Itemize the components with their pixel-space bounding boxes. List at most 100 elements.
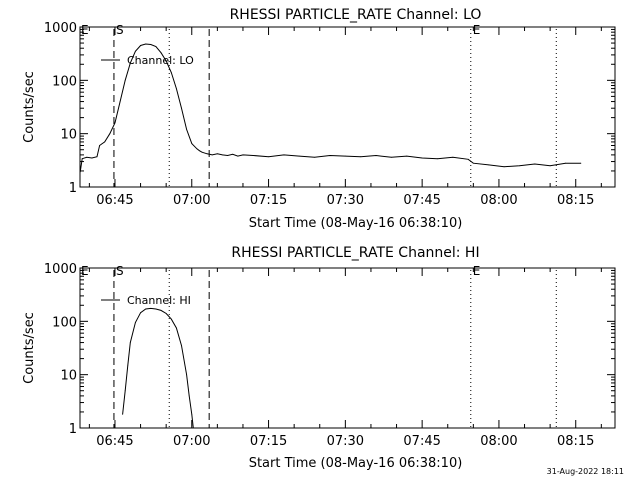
- data-point: [181, 107, 182, 109]
- data-point: [160, 52, 162, 54]
- data-point: [217, 153, 218, 155]
- data-point: [565, 162, 566, 164]
- x-tick-label: 08:15: [557, 434, 594, 449]
- data-point: [86, 156, 88, 158]
- data-point: [135, 50, 136, 52]
- y-tick-label: 10: [60, 128, 77, 143]
- data-point: [119, 101, 121, 102]
- data-point: [81, 158, 83, 160]
- data-point: [176, 88, 177, 89]
- data-point: [188, 395, 190, 397]
- data-point: [145, 43, 147, 45]
- data-point: [124, 79, 126, 81]
- x-axis-label: Start Time (08-May-16 06:38:10): [249, 456, 463, 471]
- x-axis-label: Start Time (08-May-16 06:38:10): [249, 216, 463, 231]
- data-point: [155, 308, 157, 310]
- panel-lo: RHESSI PARTICLE_RATE Channel: LO 1 10 100 10…: [22, 7, 616, 231]
- series-line-channel-hi: [122, 307, 194, 429]
- data-point: [122, 414, 123, 415]
- data-point: [129, 62, 131, 64]
- data-point: [298, 155, 300, 157]
- y-tick-label: 1: [69, 181, 77, 196]
- marker-label: E: [473, 264, 481, 278]
- data-point: [472, 162, 474, 164]
- data-point: [186, 374, 188, 376]
- data-point: [519, 165, 520, 167]
- data-point: [360, 156, 362, 158]
- data-point: [192, 427, 194, 429]
- x-tick-label: 06:45: [96, 434, 133, 449]
- marker-label-left-e: E: [81, 264, 89, 278]
- data-point: [437, 158, 438, 160]
- data-point: [155, 46, 157, 47]
- data-point: [268, 156, 269, 158]
- data-point: [252, 155, 254, 156]
- data-point: [191, 143, 193, 145]
- data-point: [170, 72, 172, 73]
- data-point: [375, 155, 377, 156]
- data-point: [211, 154, 213, 156]
- data-point: [201, 151, 203, 153]
- chart-title: RHESSI PARTICLE_RATE Channel: LO: [230, 7, 482, 23]
- y-tick-label: 100: [52, 315, 77, 330]
- data-point: [237, 155, 239, 157]
- x-tick-label: 07:30: [327, 434, 364, 449]
- data-point: [314, 156, 315, 158]
- data-point: [79, 171, 81, 173]
- x-tick-label: 07:15: [250, 434, 287, 449]
- data-point: [96, 156, 98, 158]
- data-point: [127, 364, 129, 366]
- x-tick-label: 07:00: [173, 193, 210, 208]
- data-point: [160, 310, 162, 311]
- y-axis-label: Counts/sec: [22, 312, 37, 384]
- data-point: [124, 390, 126, 392]
- y-tick-label: 1000: [44, 262, 77, 277]
- data-point: [242, 154, 244, 156]
- x-tick-label: 07:45: [403, 193, 440, 208]
- data-point: [196, 148, 198, 150]
- data-point: [99, 145, 100, 146]
- x-tick-label: 07:45: [403, 434, 440, 449]
- data-point: [114, 122, 116, 124]
- y-tick-label: 1: [69, 422, 77, 437]
- panel-hi: RHESSI PARTICLE_RATE Channel: HI 1 10 100 10…: [22, 245, 616, 471]
- data-point: [101, 143, 103, 145]
- marker-label: E: [473, 23, 481, 37]
- data-point: [145, 308, 147, 310]
- data-point: [227, 155, 229, 156]
- x-tick-label: 08:15: [557, 193, 594, 208]
- data-point: [421, 157, 423, 159]
- data-point: [283, 154, 285, 156]
- data-point: [549, 165, 551, 167]
- data-point: [232, 153, 234, 155]
- data-point: [329, 155, 331, 156]
- x-tick-label: 06:45: [96, 193, 133, 208]
- x-tick-label: 07:15: [250, 193, 287, 208]
- data-point: [165, 313, 167, 314]
- data-point: [176, 327, 177, 329]
- data-point: [222, 154, 223, 156]
- chart-title: RHESSI PARTICLE_RATE Channel: HI: [231, 245, 479, 261]
- data-point: [467, 158, 469, 160]
- data-point: [191, 414, 193, 415]
- data-point: [140, 45, 142, 46]
- data-point: [140, 312, 142, 314]
- data-point: [129, 342, 131, 343]
- data-point: [91, 157, 93, 159]
- y-tick-label: 10: [60, 369, 77, 384]
- x-tick-label: 07:00: [173, 434, 210, 449]
- marker-label-left-e: E: [81, 23, 89, 37]
- y-axis-label: Counts/sec: [22, 71, 37, 143]
- y-tick-label: 100: [52, 74, 77, 89]
- plot-frame: [79, 267, 616, 429]
- marker-label: S: [116, 264, 124, 278]
- x-tick-label: 07:30: [327, 193, 364, 208]
- data-point: [181, 345, 182, 346]
- data-point: [391, 156, 392, 158]
- data-point: [170, 318, 172, 320]
- data-point: [150, 44, 152, 45]
- data-point: [150, 308, 152, 309]
- data-point: [406, 155, 408, 157]
- data-point: [344, 155, 346, 157]
